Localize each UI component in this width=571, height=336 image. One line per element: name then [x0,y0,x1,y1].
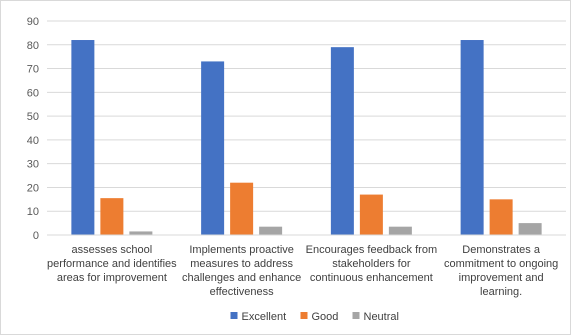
bar-excellent-4 [460,40,484,236]
y-tick-label: 60 [27,87,39,99]
bar-good-3 [359,194,383,235]
bar-good-2 [230,182,254,235]
legend-swatch-good [300,312,308,319]
x-category-label: Implements proactive measures to address c… [182,244,301,298]
bar-neutral-3 [388,226,412,235]
legend-label-neutral: Neutral [364,311,399,323]
bar-neutral-1 [129,231,153,235]
y-tick-label: 50 [27,111,39,123]
legend-swatch-neutral [352,312,360,319]
y-tick-label: 30 [27,159,39,171]
x-category-label: Encourages feedback from stakeholders for… [306,244,437,284]
x-category-label: assesses school performance and identifie… [47,244,177,284]
y-tick-label: 40 [27,135,39,147]
bar-good-4 [489,199,513,235]
bar-excellent-2 [201,61,225,235]
bar-good-1 [100,198,124,235]
legend: Excellent Good Neutral [230,311,399,323]
gridlines [47,20,566,236]
bar-neutral-4 [518,223,542,235]
legend-label-good: Good [312,311,339,323]
y-axis: 0 10 20 30 40 50 60 70 80 90 [27,16,39,242]
legend-label-excellent: Excellent [242,311,287,323]
y-tick-label: 90 [27,16,39,28]
bars [71,40,542,236]
legend-swatch-excellent [230,312,238,319]
bar-neutral-2 [259,226,283,235]
y-tick-label: 20 [27,182,39,194]
y-tick-label: 80 [27,40,39,52]
y-tick-label: 0 [33,230,39,242]
bar-excellent-3 [330,47,354,236]
y-tick-label: 10 [27,206,39,218]
y-tick-label: 70 [27,64,39,76]
bar-excellent-1 [71,40,95,236]
x-category-label: Demonstrates a commitment to ongoing impro… [444,244,558,298]
x-axis: assesses school performance and identifie… [47,234,566,298]
